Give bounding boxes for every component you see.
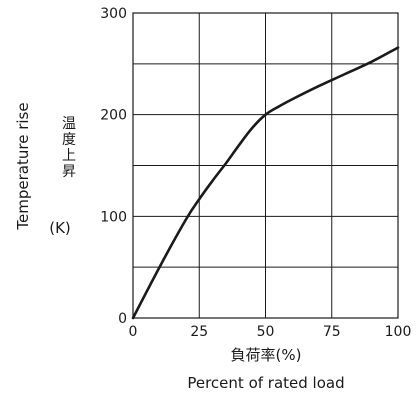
y-tick-label: 100	[100, 209, 127, 225]
x-tick-label: 50	[257, 324, 275, 340]
y-axis-label-ja: 温度上昇	[62, 116, 76, 180]
y-tick-label: 300	[100, 6, 127, 22]
grid	[133, 13, 398, 318]
x-axis-label: Percent of rated load	[187, 374, 344, 392]
x-tick-label: 75	[323, 324, 341, 340]
x-tick-label: 0	[129, 324, 138, 340]
series-line	[131, 46, 400, 320]
plot-frame	[132, 12, 399, 319]
y-tick-label: 200	[100, 108, 127, 124]
y-axis-label: Temperature rise	[14, 102, 32, 230]
y-axis-unit: (K)	[49, 219, 71, 237]
tick-labels: 0 25 50 75 100 0 100 200 300	[100, 6, 411, 340]
x-axis-label-ja: 負荷率(%)	[231, 346, 302, 364]
x-tick-label: 100	[385, 324, 412, 340]
y-tick-label: 0	[118, 311, 127, 327]
x-tick-label: 25	[190, 324, 208, 340]
